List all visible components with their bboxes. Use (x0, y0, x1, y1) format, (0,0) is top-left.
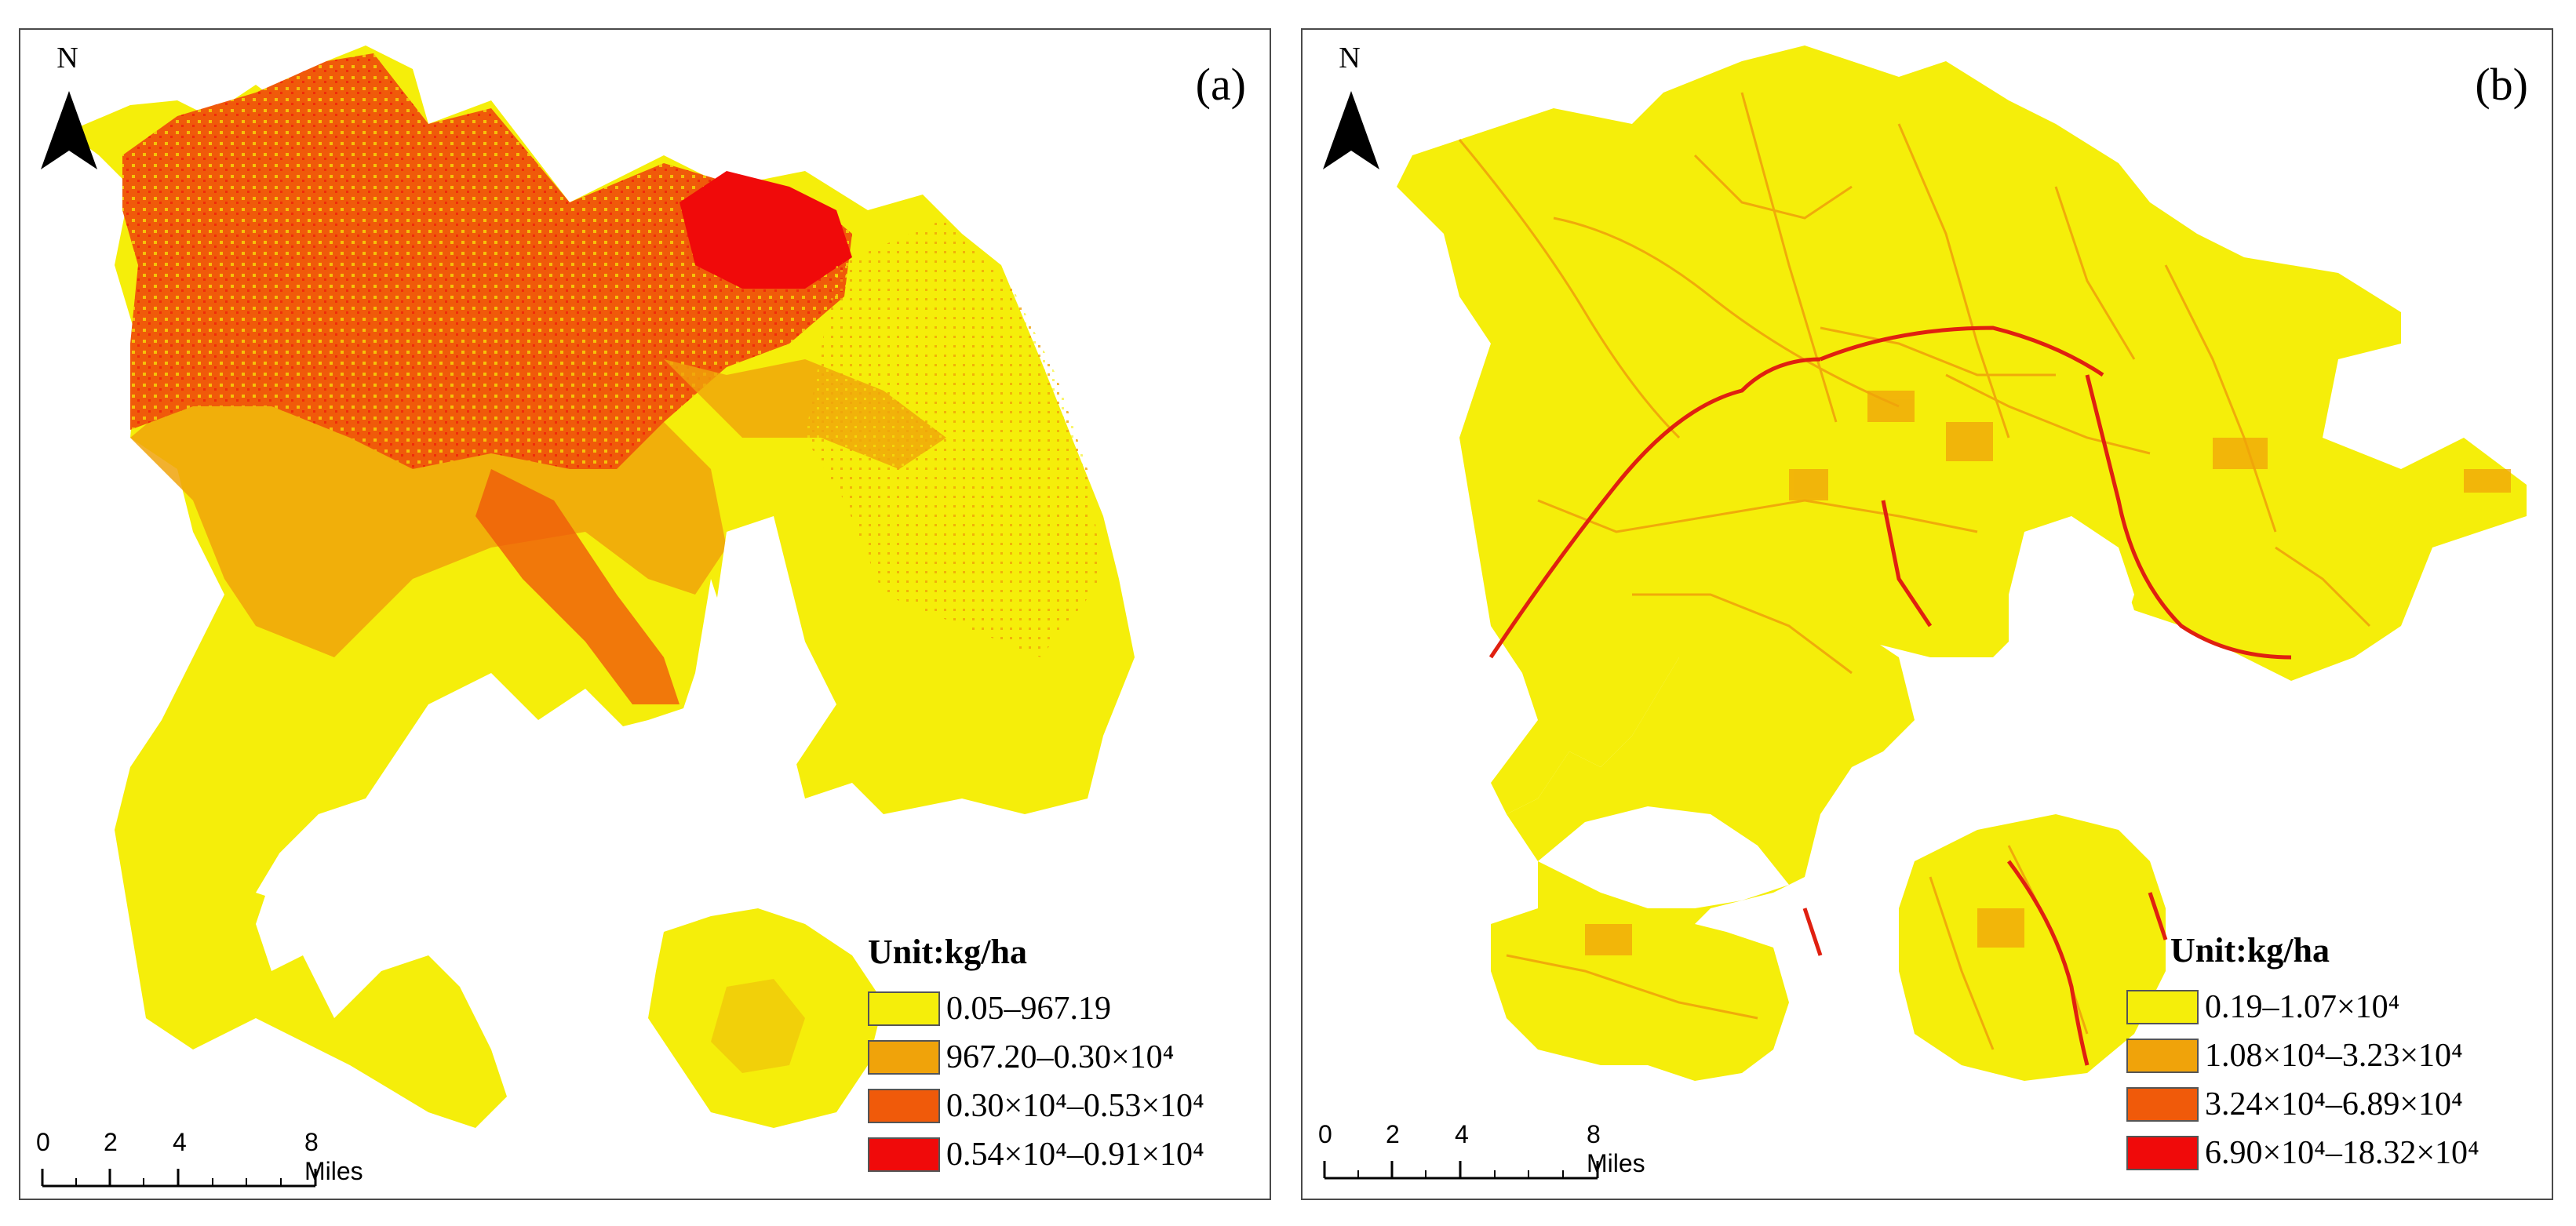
north-letter: N (1339, 42, 1361, 75)
scale-bar-b: 0 2 4 8 Miles (1318, 1120, 1645, 1190)
legend-item: 0.05–967.19 (868, 984, 1204, 1033)
legend-item: 1.08×10⁴–3.23×10⁴ (2126, 1031, 2479, 1080)
legend-item: 0.54×10⁴–0.91×10⁴ (868, 1130, 1204, 1179)
legend-b: Unit:kg/ha 0.19–1.07×10⁴ 1.08×10⁴–3.23×1… (2126, 930, 2479, 1177)
scale-tick-label: 8 Miles (304, 1128, 363, 1185)
legend-label: 3.24×10⁴–6.89×10⁴ (2205, 1086, 2463, 1122)
scale-tick-label: 2 (104, 1128, 118, 1156)
scale-tick-label: 4 (173, 1128, 187, 1156)
map-a-raster (67, 45, 1135, 1128)
legend-swatch (868, 1137, 940, 1172)
legend-swatch (868, 1089, 940, 1123)
legend-swatch (2126, 1136, 2199, 1170)
legend-item: 967.20–0.30×10⁴ (868, 1033, 1204, 1082)
legend-label: 0.05–967.19 (946, 991, 1111, 1027)
map-panel-a: (a) N Unit:kg/ha 0.05–967.19 967.20–0.30… (19, 28, 1271, 1200)
legend-swatch (868, 991, 940, 1026)
legend-item: 0.19–1.07×10⁴ (2126, 983, 2479, 1031)
legend-label: 0.19–1.07×10⁴ (2205, 989, 2400, 1025)
legend-swatch (2126, 990, 2199, 1024)
legend-swatch (2126, 1087, 2199, 1122)
legend-item: 6.90×10⁴–18.32×10⁴ (2126, 1129, 2479, 1177)
panel-label-a: (a) (1195, 59, 1246, 110)
legend-swatch (868, 1040, 940, 1075)
scale-bar-a: 0 2 4 8 Miles (36, 1128, 363, 1198)
north-arrow-a: N (36, 41, 115, 198)
legend-title: Unit:kg/ha (2170, 931, 2330, 970)
scale-tick-label: 4 (1455, 1120, 1469, 1148)
legend-item: 0.30×10⁴–0.53×10⁴ (868, 1082, 1204, 1130)
scale-bar-graphic (1323, 1161, 1599, 1180)
map-panel-b: (b) N Unit:kg/ha 0.19–1.07×10⁴ 1.08×10⁴–… (1301, 28, 2553, 1200)
legend-label: 0.54×10⁴–0.91×10⁴ (946, 1137, 1204, 1173)
map-b-raster (1397, 45, 2527, 1081)
legend-swatch (2126, 1039, 2199, 1073)
scale-bar-graphic (41, 1169, 317, 1188)
legend-label: 0.30×10⁴–0.53×10⁴ (946, 1088, 1204, 1124)
scale-bar-labels: 0 2 4 8 Miles (1318, 1120, 1645, 1177)
legend-a: Unit:kg/ha 0.05–967.19 967.20–0.30×10⁴ 0… (868, 932, 1204, 1179)
legend-title: Unit:kg/ha (868, 933, 1027, 971)
legend-label: 967.20–0.30×10⁴ (946, 1039, 1175, 1075)
north-arrow-icon (1323, 91, 1379, 169)
north-letter: N (56, 42, 78, 75)
panel-label-b: (b) (2475, 59, 2528, 110)
north-arrow-b: N (1318, 41, 1397, 198)
scale-bar-labels: 0 2 4 8 Miles (36, 1128, 363, 1185)
scale-tick-label: 0 (1318, 1120, 1332, 1148)
legend-label: 1.08×10⁴–3.23×10⁴ (2205, 1038, 2463, 1074)
legend-item: 3.24×10⁴–6.89×10⁴ (2126, 1080, 2479, 1129)
scale-tick-label: 2 (1386, 1120, 1400, 1148)
scale-tick-label: 8 Miles (1587, 1120, 1645, 1177)
legend-label: 6.90×10⁴–18.32×10⁴ (2205, 1135, 2479, 1171)
north-arrow-icon (41, 91, 97, 169)
scale-tick-label: 0 (36, 1128, 50, 1156)
